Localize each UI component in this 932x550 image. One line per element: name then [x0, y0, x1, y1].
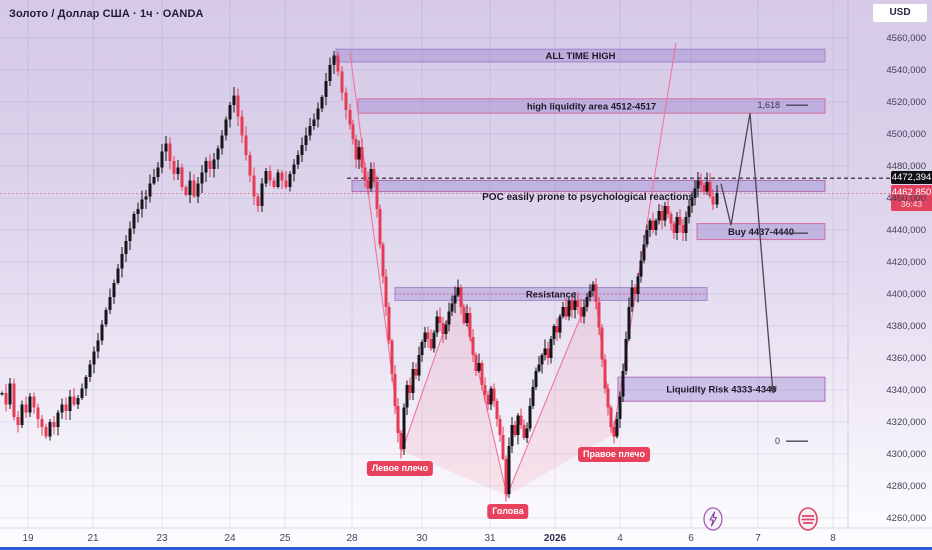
currency-badge[interactable]: USD: [872, 3, 928, 23]
pattern-label[interactable]: Левое плечо: [366, 461, 434, 476]
time-axis-label: 7: [755, 533, 761, 544]
zone-all-time-high[interactable]: [335, 48, 826, 63]
zones: [335, 48, 826, 402]
time-axis-label: 6: [688, 533, 694, 544]
price-axis-label: 4380,000: [886, 321, 926, 332]
zone-label-liquidity-risk: Liquidity Risk 4333-4349: [666, 385, 776, 396]
fib-label: 0: [775, 436, 780, 446]
time-axis-label: 8: [830, 533, 836, 544]
bar-countdown: 36:43: [900, 199, 923, 209]
candles: [0, 51, 719, 502]
time-axis-label: 2026: [543, 533, 567, 544]
time-axis-label: 30: [416, 533, 428, 544]
last-price-value: 4462,850: [891, 187, 932, 198]
price-axis-label: 4300,000: [886, 449, 926, 460]
emoji-icon[interactable]: [797, 506, 819, 532]
poc-annotation[interactable]: POC easily prone to psychological reacti…: [482, 192, 694, 203]
lightning-icon[interactable]: [702, 506, 724, 532]
fib-label: 1,618: [757, 100, 780, 110]
time-axis-label: 31: [484, 533, 496, 544]
price-axis-label: 4280,000: [886, 481, 926, 492]
pattern-label[interactable]: Правое плечо: [578, 447, 650, 462]
zone-resistance[interactable]: [394, 287, 708, 301]
time-axis-label: 23: [156, 533, 168, 544]
price-axis-label: 4540,000: [886, 65, 926, 76]
price-axis-label: 4260,000: [886, 513, 926, 524]
countdown-price-badge: 4472,394: [891, 171, 932, 184]
price-axis-label: 4320,000: [886, 417, 926, 428]
pattern-fill: [402, 284, 613, 496]
price-axis-label: 4520,000: [886, 97, 926, 108]
price-axis-label: 4420,000: [886, 257, 926, 268]
zone-label-high-liquidity: high liquidity area 4512-4517: [527, 101, 656, 112]
price-axis-label: 4400,000: [886, 289, 926, 300]
fib-levels[interactable]: 1,618 0: [757, 100, 808, 446]
price-axis-label: 4500,000: [886, 129, 926, 140]
zone-label-all-time-high: ALL TIME HIGH: [545, 51, 615, 62]
symbol-title: Золото / Доллар США · 1ч · OANDA: [9, 8, 204, 20]
time-axis-label: 25: [279, 533, 291, 544]
price-axis-label: 4360,000: [886, 353, 926, 364]
price-axis-label: 4340,000: [886, 385, 926, 396]
zone-high-liquidity[interactable]: [357, 98, 826, 114]
dashed-price-value: 4472,394: [891, 172, 932, 183]
grid-lines: [0, 0, 848, 528]
zone-liquidity-risk[interactable]: [617, 376, 826, 402]
projection-arrow[interactable]: [720, 113, 774, 394]
time-axis-label: 19: [22, 533, 34, 544]
arrow-head: [769, 386, 777, 394]
time-axis-label: 21: [87, 533, 99, 544]
time-axis-label: 4: [617, 533, 623, 544]
time-axis-label: 24: [224, 533, 236, 544]
price-axis-label: 4460,000: [886, 193, 926, 204]
price-axis-label: 4480,000: [886, 161, 926, 172]
price-axis-label: 4560,000: [886, 33, 926, 44]
last-price-badge: 4462,850 36:43: [891, 185, 932, 211]
pattern-label[interactable]: Голова: [487, 504, 529, 519]
timeline-scrollbar[interactable]: [0, 547, 932, 550]
time-axis-label: 28: [346, 533, 358, 544]
zone-label-buy: Buy 4437-4440: [728, 227, 794, 238]
zone-poc[interactable]: [351, 179, 826, 193]
zone-labels: ALL TIME HIGH high liquidity area 4512-45…: [526, 51, 794, 396]
price-axis-label: 4440,000: [886, 225, 926, 236]
zone-label-resistance: Resistance: [526, 289, 576, 300]
